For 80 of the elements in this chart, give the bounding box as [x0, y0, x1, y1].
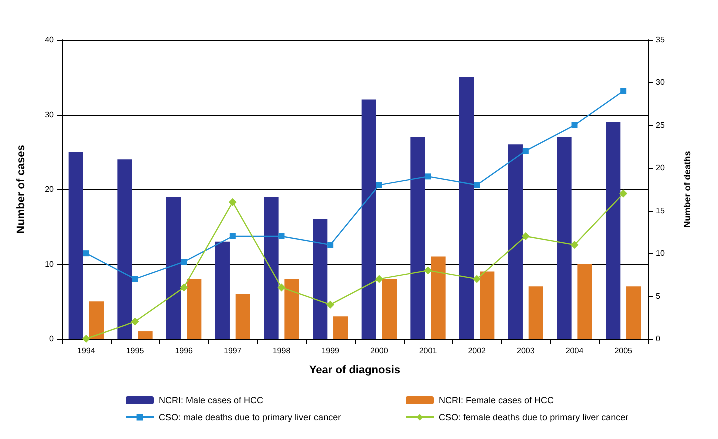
bar — [460, 77, 474, 339]
point — [376, 182, 382, 188]
point — [131, 318, 140, 326]
bar — [528, 286, 544, 339]
x-tick-label: 2001 — [419, 346, 438, 356]
bar — [89, 302, 104, 339]
legend-label: NCRI: Male cases of HCC — [159, 396, 264, 406]
point — [180, 284, 188, 292]
bar — [313, 219, 328, 339]
bar — [166, 196, 182, 339]
y2-tick-label: 30 — [656, 78, 666, 88]
point — [522, 232, 530, 240]
y2-tick-label: 0 — [656, 334, 661, 344]
point — [328, 242, 334, 248]
y-tick-label: 30 — [45, 110, 55, 120]
point — [570, 241, 579, 250]
y2-tick-label: 20 — [656, 164, 666, 173]
y-tick-label: 20 — [45, 185, 55, 194]
y2-tick-label: 5 — [656, 292, 661, 301]
x-tick-label: 2005 — [614, 346, 634, 356]
bar — [606, 122, 621, 339]
y2-tick-label: 35 — [656, 36, 666, 44]
legend-label: CSO: female deaths due to primary liver cancer — [439, 412, 629, 422]
bar — [508, 144, 523, 339]
x-tick-label: 2004 — [566, 346, 584, 356]
point — [375, 275, 384, 284]
bar — [284, 279, 300, 339]
point — [425, 174, 432, 180]
bar — [626, 286, 642, 339]
point — [620, 88, 627, 94]
bar — [118, 160, 132, 339]
x-tick-label: 1994 — [78, 346, 96, 356]
x-tick-label: 1997 — [224, 346, 242, 356]
point — [424, 266, 432, 275]
point — [474, 182, 480, 188]
bar — [480, 272, 495, 339]
legend-label: NCRI: Female cases of HCC — [439, 396, 555, 406]
point — [326, 300, 335, 309]
x-tick-label: 1999 — [322, 346, 340, 356]
x-tick-label: 2002 — [468, 346, 487, 356]
x-tick-label: 2000 — [370, 346, 389, 356]
point — [181, 259, 188, 266]
point — [132, 276, 138, 282]
point — [83, 250, 90, 257]
x-axis-title: Year of diagnosis — [309, 364, 401, 376]
x-tick-label: 1998 — [272, 346, 292, 356]
y2-tick-label: 15 — [656, 206, 666, 216]
bar — [215, 242, 230, 339]
point — [620, 190, 628, 198]
y-tick-label: 10 — [45, 260, 55, 269]
point — [522, 148, 529, 154]
bar — [431, 256, 446, 339]
point — [228, 198, 237, 206]
bar — [410, 137, 426, 339]
bar — [382, 279, 397, 339]
bar — [334, 316, 348, 339]
bar — [187, 279, 202, 339]
y-tick-label: 0 — [50, 334, 55, 344]
legend-label: CSO: male deaths due to primary liver cancer — [159, 412, 342, 422]
point — [278, 284, 286, 292]
y2-tick-label: 10 — [656, 249, 666, 258]
point — [230, 233, 236, 240]
bar — [138, 332, 153, 339]
point — [572, 122, 578, 128]
point — [473, 275, 482, 284]
bar — [264, 196, 279, 339]
x-tick-label: 1996 — [175, 346, 194, 356]
x-tick-label: 1995 — [126, 346, 145, 356]
y-tick-label: 40 — [45, 36, 55, 44]
y2-tick-label: 25 — [656, 120, 666, 130]
bar — [578, 264, 592, 339]
bar — [68, 152, 84, 339]
point — [82, 335, 90, 343]
bar — [362, 100, 376, 339]
bar — [236, 294, 250, 339]
bar — [557, 137, 572, 339]
point — [278, 233, 285, 240]
y2-axis-title: Number of deaths — [682, 151, 692, 228]
x-tick-label: 2003 — [517, 346, 536, 356]
y-axis-title: Number of cases — [16, 145, 28, 234]
